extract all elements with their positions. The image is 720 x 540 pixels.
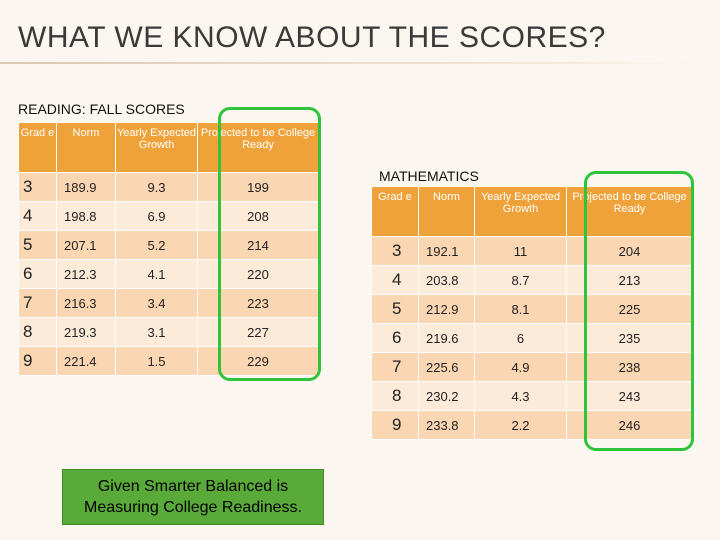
table-row: 9 233.8 2.2 246	[371, 410, 693, 440]
norm-cell: 192.1	[418, 236, 475, 266]
slide-title: WHAT WE KNOW ABOUT THE SCORES?	[18, 21, 606, 54]
grade-cell: 8	[371, 381, 419, 411]
grade-cell: 4	[371, 265, 419, 295]
table-row: 7 216.3 3.4 223	[18, 288, 319, 318]
norm-cell: 198.8	[56, 201, 116, 231]
growth-cell: 11	[474, 236, 567, 266]
growth-cell: 3.4	[115, 288, 198, 318]
grade-cell: 5	[18, 230, 57, 260]
growth-cell: 4.3	[474, 381, 567, 411]
college-ready-cell: 246	[566, 410, 693, 440]
grade-cell: 8	[18, 317, 57, 347]
table-row: 3 189.9 9.3 199	[18, 172, 319, 202]
grade-cell: 6	[371, 323, 419, 353]
grade-cell: 6	[18, 259, 57, 289]
growth-cell: 8.7	[474, 265, 567, 295]
growth-cell: 6.9	[115, 201, 198, 231]
table-row: 6 212.3 4.1 220	[18, 259, 319, 289]
header-college-ready: Projected to be College Ready	[197, 122, 319, 173]
college-ready-cell: 229	[197, 346, 319, 376]
table-row: 3 192.1 11 204	[371, 236, 693, 266]
college-readiness-note: Given Smarter Balanced is Measuring Coll…	[62, 469, 324, 525]
header-norm: Norm	[56, 122, 116, 173]
college-ready-cell: 204	[566, 236, 693, 266]
grade-cell: 7	[371, 352, 419, 382]
table-row: 4 203.8 8.7 213	[371, 265, 693, 295]
norm-cell: 203.8	[418, 265, 475, 295]
college-ready-cell: 213	[566, 265, 693, 295]
growth-cell: 1.5	[115, 346, 198, 376]
growth-cell: 8.1	[474, 294, 567, 324]
header-grade: Grad e	[18, 122, 57, 173]
grade-cell: 4	[18, 201, 57, 231]
title-divider	[0, 62, 700, 64]
header-norm: Norm	[418, 186, 475, 237]
table-row: 5 212.9 8.1 225	[371, 294, 693, 324]
header-college-ready: Projected to be College Ready	[566, 186, 693, 237]
growth-cell: 5.2	[115, 230, 198, 260]
norm-cell: 233.8	[418, 410, 475, 440]
table-row: 9 221.4 1.5 229	[18, 346, 319, 376]
norm-cell: 207.1	[56, 230, 116, 260]
grade-cell: 3	[18, 172, 57, 202]
college-ready-cell: 225	[566, 294, 693, 324]
grade-cell: 5	[371, 294, 419, 324]
growth-cell: 3.1	[115, 317, 198, 347]
norm-cell: 221.4	[56, 346, 116, 376]
grade-cell: 9	[371, 410, 419, 440]
norm-cell: 219.6	[418, 323, 475, 353]
growth-cell: 6	[474, 323, 567, 353]
norm-cell: 212.3	[56, 259, 116, 289]
college-ready-cell: 220	[197, 259, 319, 289]
norm-cell: 225.6	[418, 352, 475, 382]
norm-cell: 216.3	[56, 288, 116, 318]
growth-cell: 4.9	[474, 352, 567, 382]
header-yearly-growth: Yearly Expected Growth	[474, 186, 567, 237]
college-ready-cell: 199	[197, 172, 319, 202]
norm-cell: 230.2	[418, 381, 475, 411]
growth-cell: 9.3	[115, 172, 198, 202]
grade-cell: 3	[371, 236, 419, 266]
norm-cell: 212.9	[418, 294, 475, 324]
grade-cell: 9	[18, 346, 57, 376]
reading-college-ready-highlight	[218, 107, 321, 381]
grade-cell: 7	[18, 288, 57, 318]
growth-cell: 2.2	[474, 410, 567, 440]
header-yearly-growth: Yearly Expected Growth	[115, 122, 198, 173]
math-college-ready-highlight	[584, 171, 694, 451]
norm-cell: 189.9	[56, 172, 116, 202]
header-grade: Grad e	[371, 186, 419, 237]
math-section-label: MATHEMATICS	[379, 168, 479, 184]
growth-cell: 4.1	[115, 259, 198, 289]
reading-section-label: READING: FALL SCORES	[18, 101, 185, 117]
norm-cell: 219.3	[56, 317, 116, 347]
college-ready-cell: 223	[197, 288, 319, 318]
